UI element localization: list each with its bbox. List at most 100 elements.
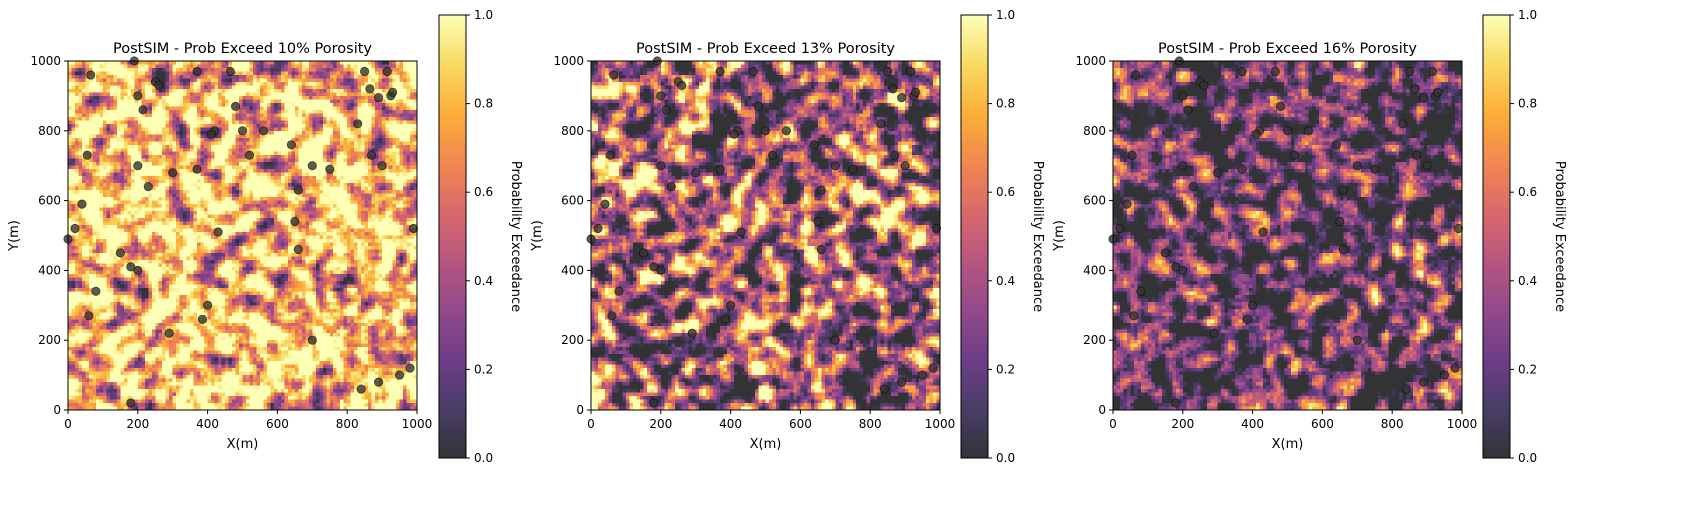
heatmap-cell: [169, 82, 173, 86]
heatmap-cell: [400, 183, 404, 187]
heatmap-cell: [389, 232, 393, 236]
heatmap-cell: [284, 194, 288, 198]
heatmap-cell: [131, 208, 135, 212]
heatmap-cell: [291, 96, 295, 100]
heatmap-cell: [410, 71, 414, 75]
heatmap-cell: [229, 183, 233, 187]
heatmap-cell: [190, 222, 194, 226]
heatmap-cell: [159, 232, 163, 236]
heatmap-cell: [117, 232, 121, 236]
heatmap-cell: [249, 120, 253, 124]
heatmap-cell: [243, 103, 247, 107]
heatmap-cell: [393, 110, 397, 114]
heatmap-cell: [358, 103, 362, 107]
heatmap-cell: [309, 89, 313, 93]
heatmap-cell: [358, 159, 362, 163]
heatmap-cell: [194, 176, 198, 180]
heatmap-cell: [243, 173, 247, 177]
heatmap-cell: [319, 190, 323, 194]
heatmap-cell: [96, 131, 100, 135]
heatmap-cell: [389, 180, 393, 184]
heatmap-cell: [141, 169, 145, 173]
heatmap-cell: [393, 113, 397, 117]
heatmap-cell: [190, 64, 194, 68]
heatmap-cell: [222, 183, 226, 187]
heatmap-cell: [372, 232, 376, 236]
heatmap-cell: [166, 166, 170, 170]
heatmap-cell: [410, 218, 414, 222]
heatmap-cell: [410, 113, 414, 117]
heatmap-cell: [407, 204, 411, 208]
heatmap-cell: [173, 194, 177, 198]
heatmap-cell: [340, 124, 344, 128]
heatmap-cell: [103, 82, 107, 86]
heatmap-cell: [302, 103, 306, 107]
heatmap-cell: [302, 64, 306, 68]
heatmap-cell: [267, 96, 271, 100]
heatmap-cell: [274, 176, 278, 180]
heatmap-cell: [382, 89, 386, 93]
heatmap-cell: [120, 187, 124, 191]
heatmap-cell: [403, 190, 407, 194]
heatmap-cell: [85, 138, 89, 142]
heatmap-cell: [319, 215, 323, 219]
heatmap-cell: [201, 155, 205, 159]
heatmap-cell: [291, 173, 295, 177]
heatmap-cell: [180, 78, 184, 82]
heatmap-cell: [344, 215, 348, 219]
heatmap-cell: [347, 155, 351, 159]
heatmap-cell: [92, 225, 96, 229]
heatmap-cell: [239, 68, 243, 72]
heatmap-cell: [246, 85, 250, 89]
heatmap-cell: [326, 106, 330, 110]
heatmap-cell: [204, 103, 208, 107]
heatmap-cell: [201, 138, 205, 142]
heatmap-cell: [305, 180, 309, 184]
heatmap-cell: [96, 194, 100, 198]
heatmap-cell: [410, 75, 414, 79]
heatmap-cell: [78, 113, 82, 117]
heatmap-cell: [225, 92, 229, 96]
heatmap-cell: [113, 229, 117, 233]
heatmap-cell: [211, 75, 215, 79]
heatmap-cell: [267, 173, 271, 177]
heatmap-cell: [246, 166, 250, 170]
heatmap-cell: [190, 120, 194, 124]
heatmap-cell: [75, 148, 79, 152]
heatmap-cell: [75, 89, 79, 93]
heatmap-cell: [169, 68, 173, 72]
heatmap-cell: [340, 204, 344, 208]
heatmap-cell: [393, 68, 397, 72]
heatmap-cell: [260, 148, 264, 152]
heatmap-cell: [407, 194, 411, 198]
heatmap-cell: [305, 176, 309, 180]
heatmap-cell: [162, 225, 166, 229]
heatmap-cell: [295, 68, 299, 72]
heatmap-cell: [344, 131, 348, 135]
heatmap-cell: [68, 155, 72, 159]
heatmap-cell: [375, 71, 379, 75]
heatmap-cell: [75, 218, 79, 222]
heatmap-cell: [148, 194, 152, 198]
heatmap-cell: [211, 211, 215, 215]
heatmap-cell: [333, 124, 337, 128]
heatmap-cell: [288, 78, 292, 82]
heatmap-cell: [372, 162, 376, 166]
heatmap-cell: [291, 229, 295, 233]
heatmap-cell: [302, 197, 306, 201]
heatmap-cell: [187, 183, 191, 187]
heatmap-cell: [298, 180, 302, 184]
heatmap-cell: [410, 68, 414, 72]
heatmap-cell: [89, 229, 93, 233]
heatmap-cell: [236, 232, 240, 236]
heatmap-cell: [246, 173, 250, 177]
heatmap-cell: [229, 99, 233, 103]
heatmap-cell: [239, 190, 243, 194]
heatmap-cell: [305, 75, 309, 79]
heatmap-cell: [295, 134, 299, 138]
heatmap-cell: [354, 229, 358, 233]
heatmap-cell: [330, 201, 334, 205]
heatmap-cell: [85, 180, 89, 184]
heatmap-cell: [326, 229, 330, 233]
heatmap-cell: [225, 138, 229, 142]
